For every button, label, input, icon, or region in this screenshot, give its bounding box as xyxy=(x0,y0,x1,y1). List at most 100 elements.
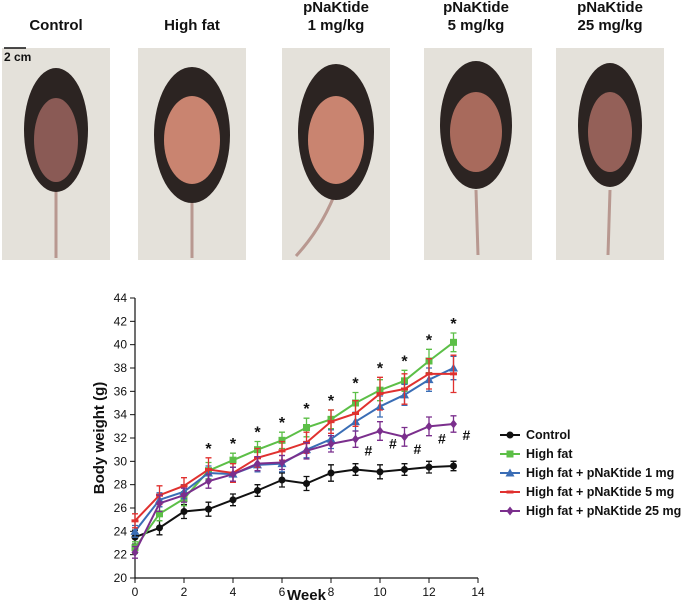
significance-hash: # xyxy=(414,441,422,457)
marker xyxy=(205,505,212,513)
marker xyxy=(401,466,408,473)
marker xyxy=(131,519,139,523)
marker xyxy=(180,508,188,515)
mouse-photo xyxy=(138,48,246,260)
mouse-photo xyxy=(2,48,110,260)
series xyxy=(131,332,457,555)
significance-star: * xyxy=(352,376,359,393)
marker xyxy=(156,498,163,508)
x-tick-label: 2 xyxy=(181,585,188,599)
x-tick-label: 4 xyxy=(230,585,237,599)
photo-label: High fat xyxy=(164,17,220,34)
photo-label: 5 mg/kg xyxy=(448,17,505,34)
photo-label: pNaKtide xyxy=(443,0,509,16)
series xyxy=(131,415,457,559)
mouse-photo xyxy=(282,48,390,260)
significance-hash: # xyxy=(463,427,471,443)
marker xyxy=(327,420,335,424)
y-tick-label: 44 xyxy=(114,291,128,305)
marker xyxy=(425,463,433,471)
significance-star: * xyxy=(450,316,457,333)
marker xyxy=(506,431,514,439)
series xyxy=(131,460,457,545)
y-tick-label: 30 xyxy=(114,454,128,468)
y-axis-label: Body weight (g) xyxy=(91,382,108,495)
marker xyxy=(156,524,163,532)
series-line xyxy=(134,372,454,522)
x-tick-label: 14 xyxy=(471,585,485,599)
marker xyxy=(505,468,515,477)
marker xyxy=(229,456,237,464)
marker xyxy=(303,424,310,431)
marker xyxy=(450,419,457,429)
marker xyxy=(130,526,140,535)
scale-bar-label: 2 cm xyxy=(4,50,31,64)
significance-star: * xyxy=(377,360,384,377)
marker xyxy=(156,510,163,518)
marker xyxy=(205,476,212,486)
legend-label: High fat + pNaKtide 25 mg xyxy=(526,504,681,518)
y-tick-label: 28 xyxy=(114,478,128,492)
marker xyxy=(352,412,359,415)
legend-label: High fat + pNaKtide 1 mg xyxy=(526,466,674,480)
marker xyxy=(278,458,286,467)
marker xyxy=(425,421,433,431)
marker xyxy=(425,372,433,376)
x-tick-label: 10 xyxy=(373,585,387,599)
marker xyxy=(506,506,514,516)
marker xyxy=(180,490,188,500)
y-tick-label: 26 xyxy=(114,501,128,515)
y-tick-label: 40 xyxy=(114,338,128,352)
y-tick-label: 36 xyxy=(114,384,128,398)
marker xyxy=(278,449,286,453)
mouse-photo xyxy=(424,48,532,260)
x-tick-label: 6 xyxy=(279,585,286,599)
marker xyxy=(450,338,457,346)
series-line xyxy=(134,367,454,532)
marker xyxy=(506,490,514,494)
marker xyxy=(352,434,359,444)
significance-star: * xyxy=(401,353,408,370)
x-tick-label: 12 xyxy=(422,585,436,599)
x-tick-label: 8 xyxy=(328,585,335,599)
significance-hash: # xyxy=(389,435,397,451)
significance-star: * xyxy=(254,425,261,442)
marker xyxy=(229,469,237,479)
y-tick-label: 42 xyxy=(114,314,128,328)
significance-hash: # xyxy=(438,431,446,447)
photo-label: 1 mg/kg xyxy=(308,17,365,34)
marker xyxy=(327,439,335,449)
photo-label: pNaKtide xyxy=(303,0,369,16)
significance-star: * xyxy=(303,401,310,418)
photo-label: 25 mg/kg xyxy=(577,17,642,34)
series-line xyxy=(134,465,454,539)
marker xyxy=(376,426,384,436)
marker xyxy=(278,476,286,484)
marker xyxy=(303,480,310,487)
mouse-photo xyxy=(556,48,664,260)
significance-star: * xyxy=(230,436,237,453)
marker xyxy=(450,372,457,376)
marker xyxy=(254,459,261,469)
marker xyxy=(278,436,286,444)
significance-star: * xyxy=(426,332,433,349)
significance-hash: # xyxy=(365,442,373,458)
marker xyxy=(303,446,310,456)
marker xyxy=(352,466,359,473)
x-axis-label: Week xyxy=(287,587,327,604)
marker xyxy=(401,387,408,391)
marker xyxy=(205,468,212,471)
marker xyxy=(180,484,188,488)
photo-label: Control xyxy=(29,17,82,34)
significance-star: * xyxy=(205,441,212,458)
series-line xyxy=(134,341,455,549)
series-line xyxy=(134,423,454,553)
legend-label: High fat + pNaKtide 5 mg xyxy=(526,485,674,499)
x-tick-label: 0 xyxy=(132,585,139,599)
marker xyxy=(229,496,237,504)
marker xyxy=(254,487,261,494)
legend-label: Control xyxy=(526,428,570,442)
marker xyxy=(131,547,139,557)
photo-label: pNaKtide xyxy=(577,0,643,16)
